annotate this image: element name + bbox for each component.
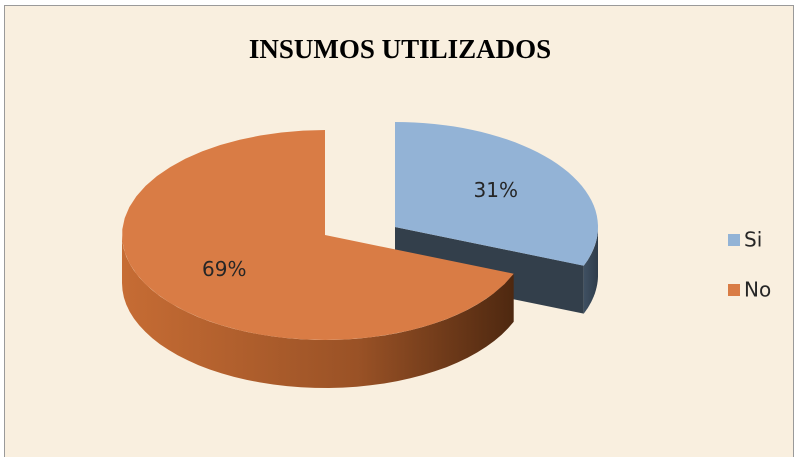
- slice-top: [395, 122, 598, 266]
- legend-label: No: [744, 278, 771, 302]
- slice-side: [583, 227, 598, 314]
- slice-side: [122, 235, 514, 388]
- legend-label: Si: [744, 228, 762, 252]
- chart-title: INSUMOS UTILIZADOS: [249, 34, 551, 64]
- legend-swatch: [728, 284, 740, 296]
- data-label: 31%: [474, 178, 518, 202]
- data-label: 69%: [202, 257, 246, 281]
- pie-slice: [122, 130, 514, 388]
- slice-top: [122, 130, 514, 340]
- legend-swatch: [728, 234, 740, 246]
